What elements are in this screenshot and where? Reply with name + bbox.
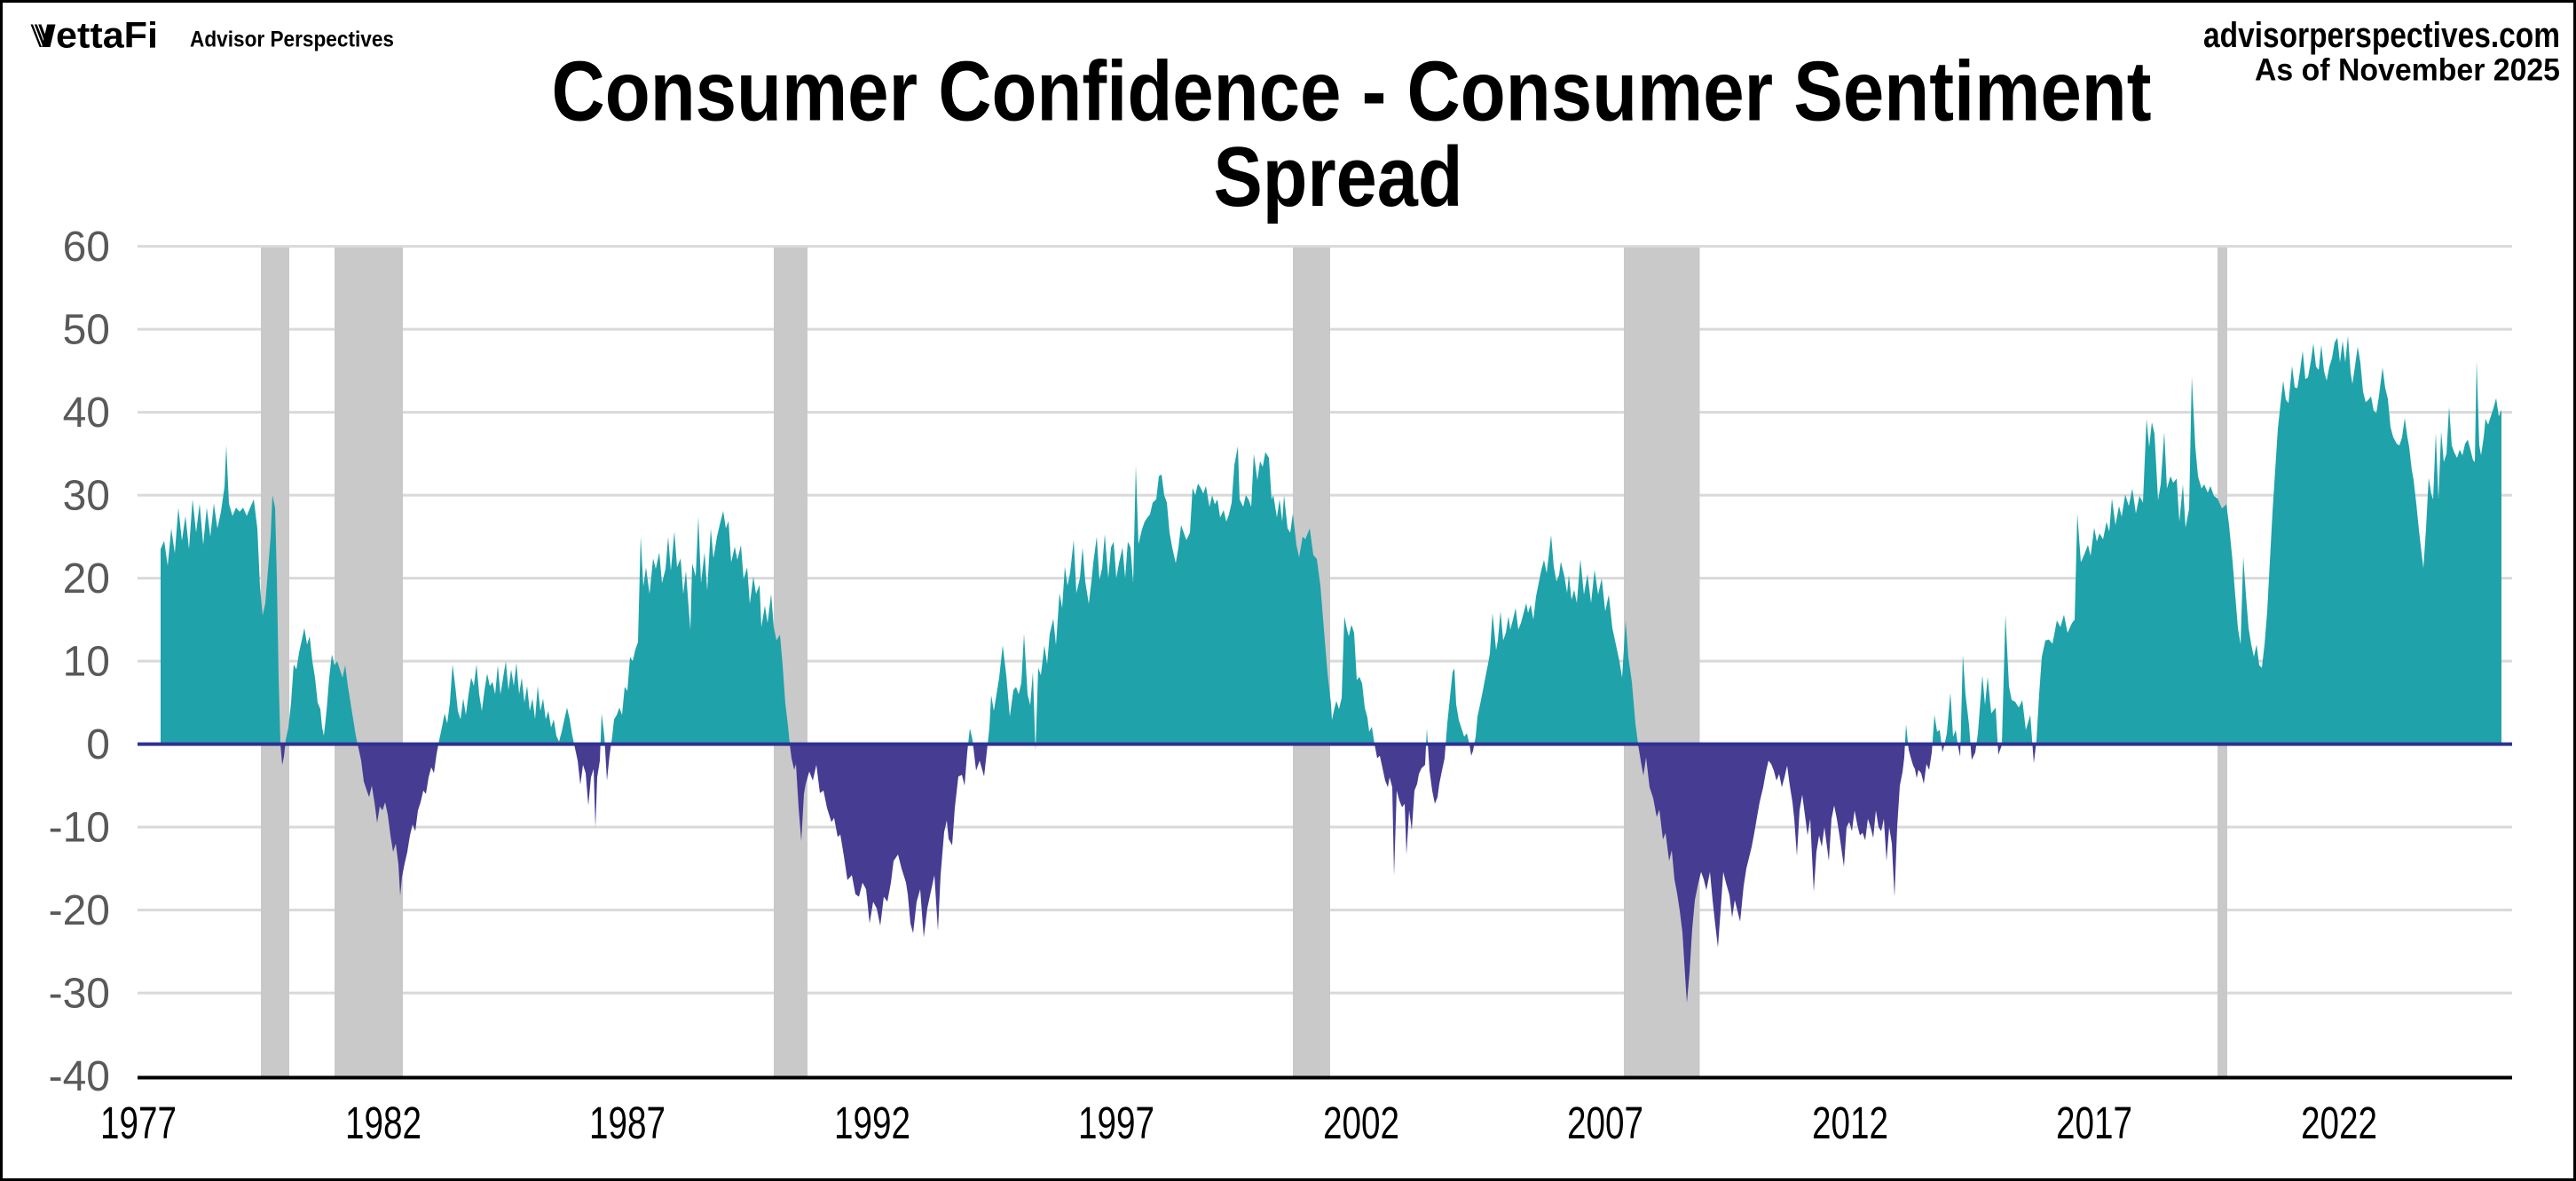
svg-text:-40: -40 [49, 1053, 110, 1100]
svg-text:-10: -10 [49, 805, 110, 852]
svg-text:2017: 2017 [2056, 1098, 2132, 1148]
svg-text:20: 20 [63, 555, 110, 602]
svg-text:0: 0 [86, 721, 110, 768]
svg-text:2012: 2012 [1812, 1098, 1888, 1148]
svg-text:1977: 1977 [100, 1098, 177, 1148]
svg-text:40: 40 [63, 390, 110, 437]
svg-text:Advisor Perspectives: Advisor Perspectives [190, 28, 394, 52]
svg-text:-30: -30 [49, 971, 110, 1018]
svg-text:-20: -20 [49, 887, 110, 934]
svg-text:Consumer Confidence - Consumer: Consumer Confidence - Consumer Sentiment [552, 44, 2152, 139]
svg-text:1982: 1982 [345, 1098, 421, 1148]
svg-text:1997: 1997 [1078, 1098, 1154, 1148]
svg-text:2022: 2022 [2301, 1098, 2377, 1148]
svg-text:1992: 1992 [834, 1098, 910, 1148]
svg-text:As of November 2025: As of November 2025 [2255, 53, 2560, 88]
svg-text:60: 60 [63, 224, 110, 271]
svg-text:30: 30 [63, 473, 110, 520]
svg-text:advisorperspectives.com: advisorperspectives.com [2203, 16, 2560, 55]
svg-text:50: 50 [63, 307, 110, 354]
svg-text:1987: 1987 [589, 1098, 666, 1148]
svg-text:2007: 2007 [1567, 1098, 1643, 1148]
svg-text:10: 10 [63, 639, 110, 686]
svg-text:ettaFi: ettaFi [56, 15, 158, 56]
svg-text:2002: 2002 [1323, 1098, 1399, 1148]
svg-text:Spread: Spread [1214, 130, 1463, 224]
